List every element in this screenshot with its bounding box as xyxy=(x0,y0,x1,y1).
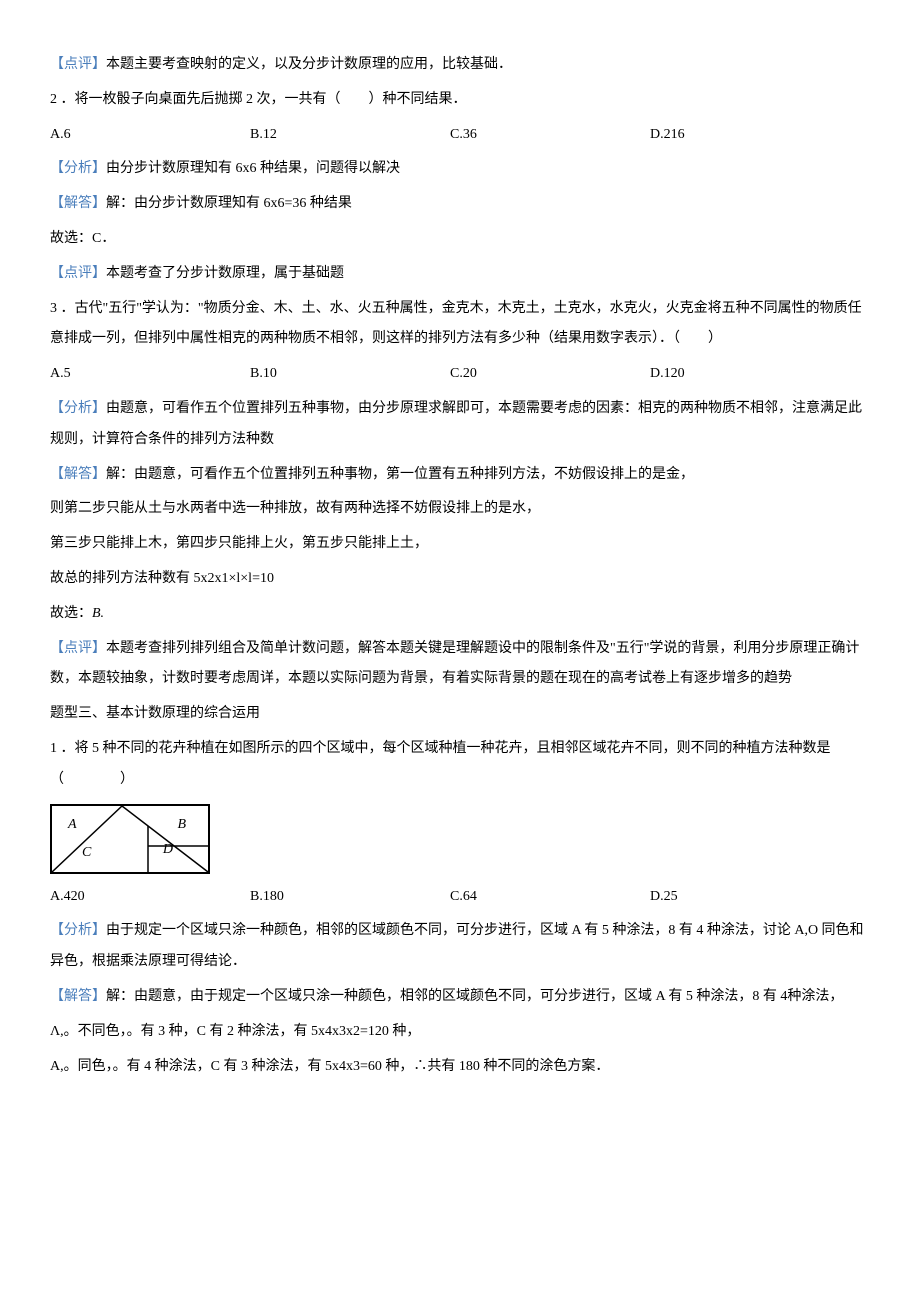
q4-opt-a: A.420 xyxy=(50,882,250,913)
q2-opt-d: D.216 xyxy=(650,120,850,151)
q2-opt-c: C.36 xyxy=(450,120,650,151)
q4-opt-d: D.25 xyxy=(650,882,850,913)
review-tag: 【点评】 xyxy=(50,57,106,72)
analysis-text: 由题意，可看作五个位置排列五种事物，由分步原理求解即可，本题需要考虑的因素：相克… xyxy=(50,401,862,447)
analysis-tag: 【分析】 xyxy=(50,401,106,416)
q3-opt-d: D.120 xyxy=(650,359,850,390)
q2-solve1: 【解答】解：由分步计数原理知有 6x6=36 种结果 xyxy=(50,189,870,220)
q2-analysis: 【分析】由分步计数原理知有 6x6 种结果，问题得以解决 xyxy=(50,154,870,185)
analysis-text: 由于规定一个区域只涂一种颜色，相邻的区域颜色不同，可分步进行，区域 A 有 5 … xyxy=(50,923,864,969)
label-c: C xyxy=(82,838,91,869)
q3-opt-b: B.10 xyxy=(250,359,450,390)
review-text: 本题考查了分步计数原理，属于基础题 xyxy=(106,266,344,281)
q3-solve1: 【解答】解：由题意，可看作五个位置排列五种事物，第一位置有五种排列方法，不妨假设… xyxy=(50,460,870,491)
q4-analysis: 【分析】由于规定一个区域只涂一种颜色，相邻的区域颜色不同，可分步进行，区域 A … xyxy=(50,916,870,978)
q4-solve3: A,。同色，。有 4 种涂法，C 有 3 种涂法，有 5x4x3=60 种，∴共… xyxy=(50,1052,870,1083)
solve-text: 解：由题意，可看作五个位置排列五种事物，第一位置有五种排列方法，不妨假设排上的是… xyxy=(106,467,694,482)
q3-analysis: 【分析】由题意，可看作五个位置排列五种事物，由分步原理求解即可，本题需要考虑的因… xyxy=(50,394,870,456)
label-a: A xyxy=(68,810,77,841)
q4-opt-c: C.64 xyxy=(450,882,650,913)
solve-text: 解：由题意，由于规定一个区域只涂一种颜色，相邻的区域颜色不同，可分步进行，区域 … xyxy=(106,989,843,1004)
q3-solve2: 则第二步只能从土与水两者中选一种排放，故有两种选择不妨假设排上的是水， xyxy=(50,494,870,525)
solve-text: 解：由分步计数原理知有 6x6=36 种结果 xyxy=(106,196,352,211)
analysis-tag: 【分析】 xyxy=(50,161,106,176)
q3-review: 【点评】本题考查排列排列组合及简单计数问题，解答本题关键是理解题设中的限制条件及… xyxy=(50,634,870,696)
analysis-tag: 【分析】 xyxy=(50,923,106,938)
q1-review: 【点评】本题主要考查映射的定义，以及分步计数原理的应用，比较基础． xyxy=(50,50,870,81)
q3-solve3: 第三步只能排上木，第四步只能排上火，第五步只能排上土， xyxy=(50,529,870,560)
solve5-prefix: 故选： xyxy=(50,606,92,621)
analysis-text: 由分步计数原理知有 6x6 种结果，问题得以解决 xyxy=(106,161,400,176)
q3-options: A.5 B.10 C.20 D.120 xyxy=(50,359,870,390)
q3-opt-a: A.5 xyxy=(50,359,250,390)
region-diagram: A B C D xyxy=(50,804,210,874)
q2-stem: 2 ．将一枚骰子向桌面先后抛掷 2 次，一共有（ ）种不同结果． xyxy=(50,85,870,116)
q4-opt-b: B.180 xyxy=(250,882,450,913)
solve-tag: 【解答】 xyxy=(50,467,106,482)
q3-opt-c: C.20 xyxy=(450,359,650,390)
q2-review: 【点评】本题考查了分步计数原理，属于基础题 xyxy=(50,259,870,290)
q3-solve5: 故选：B. xyxy=(50,599,870,630)
q3-solve4: 故总的排列方法种数有 5x2x1×l×l=10 xyxy=(50,564,870,595)
solve5-answer: B. xyxy=(92,606,104,621)
label-d: D xyxy=(163,835,173,866)
q2-solve2: 故选：C． xyxy=(50,224,870,255)
review-tag: 【点评】 xyxy=(50,641,106,656)
label-b: B xyxy=(177,810,186,841)
q2-options: A.6 B.12 C.36 D.216 xyxy=(50,120,870,151)
q4-solve2: Λ,。不同色，。有 3 种，C 有 2 种涂法，有 5x4x3x2=120 种， xyxy=(50,1017,870,1048)
q3-stem: 3 ．古代"五行"学认为："物质分金、木、土、水、火五种属性，金克木，木克土，土… xyxy=(50,294,870,356)
q4-options: A.420 B.180 C.64 D.25 xyxy=(50,882,870,913)
solve-tag: 【解答】 xyxy=(50,989,106,1004)
review-text: 本题考查排列排列组合及简单计数问题，解答本题关键是理解题设中的限制条件及"五行"… xyxy=(50,641,859,687)
q2-opt-a: A.6 xyxy=(50,120,250,151)
q2-opt-b: B.12 xyxy=(250,120,450,151)
review-tag: 【点评】 xyxy=(50,266,106,281)
q4-solve1: 【解答】解：由题意，由于规定一个区域只涂一种颜色，相邻的区域颜色不同，可分步进行… xyxy=(50,982,870,1013)
section-heading: 题型三、基本计数原理的综合运用 xyxy=(50,699,870,730)
review-text: 本题主要考查映射的定义，以及分步计数原理的应用，比较基础． xyxy=(106,57,512,72)
q4-stem: 1 ．将 5 种不同的花卉种植在如图所示的四个区域中，每个区域种植一种花卉，且相… xyxy=(50,734,870,796)
solve-tag: 【解答】 xyxy=(50,196,106,211)
